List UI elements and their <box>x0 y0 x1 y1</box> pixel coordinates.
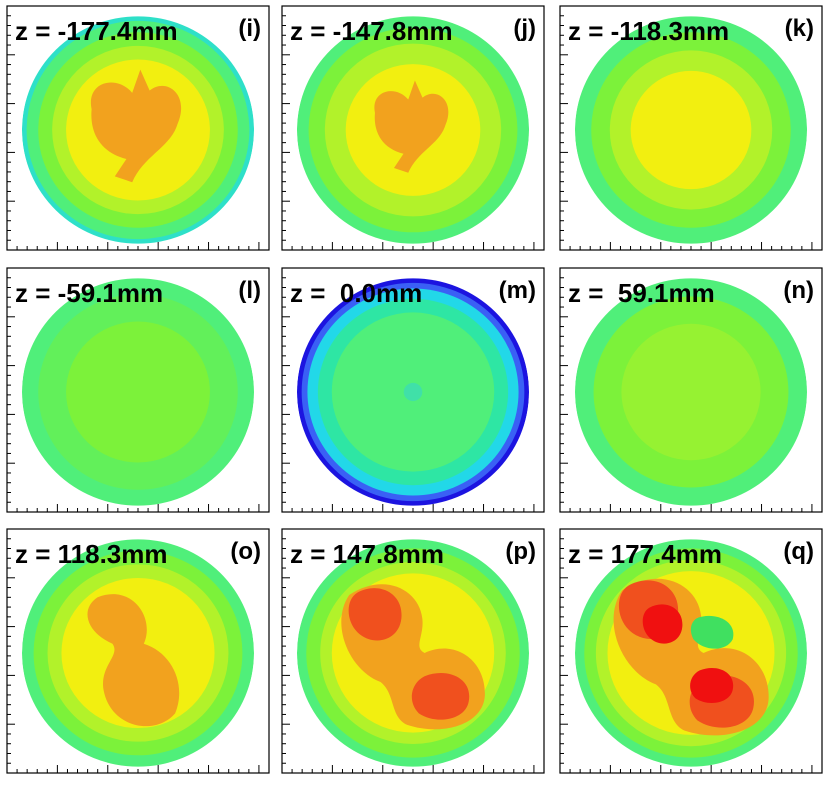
colour-map <box>575 16 807 244</box>
z-label: z = 147.8mm <box>290 539 444 569</box>
panel-m: z = 0.0mm (m) <box>281 267 545 513</box>
z-label: z = 59.1mm <box>568 278 715 308</box>
colour-map <box>22 539 254 767</box>
map-region-heart <box>374 80 449 173</box>
map-contour-ring <box>621 323 761 461</box>
colour-map <box>297 539 529 767</box>
z-label: z = -147.8mm <box>290 16 453 46</box>
axis-ticks <box>7 277 260 512</box>
colour-map <box>22 278 254 506</box>
panel-p: z = 147.8mm (p) <box>281 528 545 774</box>
colour-map <box>575 278 807 506</box>
axis-ticks <box>282 15 535 250</box>
panel-letter: (p) <box>505 538 536 565</box>
z-label: z = 177.4mm <box>568 539 722 569</box>
panel-letter: (j) <box>513 15 536 42</box>
axis-ticks <box>282 538 535 773</box>
panel-letter: (n) <box>783 277 814 304</box>
panel-letter: (q) <box>783 538 814 565</box>
colour-map <box>575 539 807 767</box>
panel-q: z = 177.4mm (q) <box>559 528 823 774</box>
axis-ticks <box>7 538 260 773</box>
panel-o: z = 118.3mm (o) <box>6 528 270 774</box>
map-region-heart <box>90 69 182 183</box>
colour-map <box>22 16 254 244</box>
panel-i: z = -177.4mm (i) <box>6 5 270 251</box>
axis-ticks <box>7 15 260 250</box>
panel-letter: (k) <box>785 15 814 42</box>
z-label: z = -177.4mm <box>15 16 178 46</box>
z-label: z = -59.1mm <box>15 278 163 308</box>
panel-letter: (o) <box>230 538 261 565</box>
map-region-twin <box>348 588 470 720</box>
axis-ticks <box>560 15 813 250</box>
z-label: z = -118.3mm <box>568 16 729 46</box>
map-region-peanut <box>87 594 180 727</box>
panel-letter: (m) <box>499 277 536 304</box>
map-contour-ring <box>403 382 423 402</box>
colour-map <box>297 16 529 244</box>
map-region-hole <box>690 615 734 649</box>
panel-letter: (l) <box>238 277 261 304</box>
map-contour-ring <box>66 321 210 463</box>
axis-ticks <box>560 277 813 512</box>
axis-ticks <box>282 277 535 512</box>
map-region-twin <box>642 604 734 703</box>
panel-k: z = -118.3mm (k) <box>559 5 823 251</box>
panel-l: z = -59.1mm (l) <box>6 267 270 513</box>
panel-n: z = 59.1mm (n) <box>559 267 823 513</box>
panel-j: z = -147.8mm (j) <box>281 5 545 251</box>
colour-map <box>297 278 529 506</box>
panel-letter: (i) <box>238 15 261 42</box>
z-label: z = 0.0mm <box>290 278 422 308</box>
axis-ticks <box>560 538 813 773</box>
z-label: z = 118.3mm <box>15 539 168 569</box>
map-contour-ring <box>630 70 752 190</box>
